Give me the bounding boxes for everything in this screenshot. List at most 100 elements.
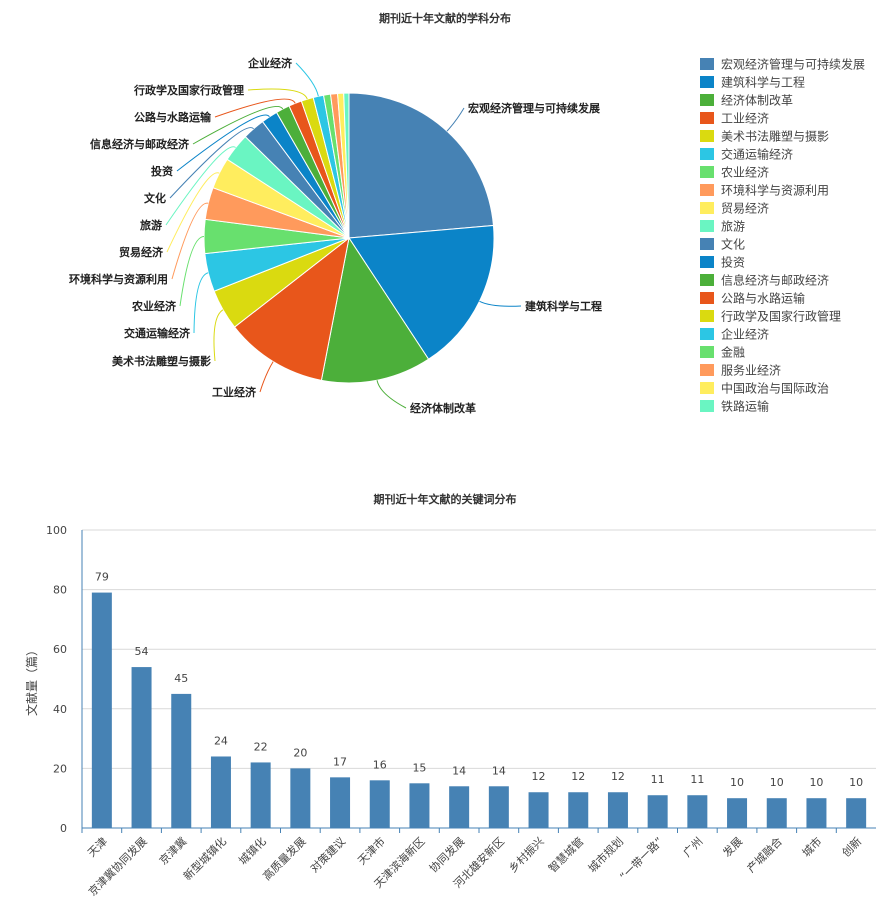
pie-label-经济体制改革: 经济体制改革 bbox=[410, 401, 476, 415]
legend-label: 投资 bbox=[721, 255, 745, 270]
bar-城市规划[interactable] bbox=[607, 792, 628, 828]
x-tick-label: 智慧城管 bbox=[545, 834, 586, 875]
legend-item-贸易经济[interactable]: 贸易经济 bbox=[700, 201, 769, 216]
x-tick-label: 广州 bbox=[681, 835, 706, 860]
bar-城市[interactable] bbox=[806, 798, 827, 828]
pie-leader-line bbox=[171, 202, 209, 280]
legend-swatch bbox=[700, 310, 714, 322]
x-tick-label: 天津 bbox=[85, 835, 110, 860]
legend-swatch bbox=[700, 94, 714, 106]
pie-legend[interactable]: 宏观经济管理与可持续发展建筑科学与工程经济体制改革工业经济美术书法雕塑与摄影交通… bbox=[700, 57, 865, 414]
legend-swatch bbox=[700, 220, 714, 232]
legend-label: 交通运输经济 bbox=[721, 147, 793, 162]
bar-value-label: 20 bbox=[293, 746, 307, 759]
legend-item-农业经济[interactable]: 农业经济 bbox=[700, 165, 769, 180]
legend-item-环境科学与资源利用[interactable]: 环境科学与资源利用 bbox=[700, 183, 829, 198]
legend-swatch bbox=[700, 346, 714, 358]
legend-item-经济体制改革[interactable]: 经济体制改革 bbox=[700, 93, 793, 108]
pie-label-宏观经济管理与可持续发展: 宏观经济管理与可持续发展 bbox=[468, 101, 601, 115]
legend-item-铁路运输[interactable]: 铁路运输 bbox=[700, 399, 769, 414]
legend-item-工业经济[interactable]: 工业经济 bbox=[700, 111, 769, 126]
pie-slice-工业经济[interactable] bbox=[233, 236, 350, 381]
pie-leader-line bbox=[295, 62, 319, 97]
pie-label-美术书法雕塑与摄影: 美术书法雕塑与摄影 bbox=[112, 354, 211, 368]
bar-天津滨海新区[interactable] bbox=[409, 783, 430, 828]
pie-label-贸易经济: 贸易经济 bbox=[119, 245, 164, 259]
x-tick-label: 城市规划 bbox=[585, 834, 626, 875]
bar-智慧城管[interactable] bbox=[568, 792, 589, 828]
pie-label-农业经济: 农业经济 bbox=[131, 299, 177, 313]
legend-item-建筑科学与工程[interactable]: 建筑科学与工程 bbox=[700, 75, 805, 90]
pie-label-环境科学与资源利用: 环境科学与资源利用 bbox=[69, 272, 168, 286]
legend-item-金融[interactable]: 金融 bbox=[700, 345, 745, 360]
legend-swatch bbox=[700, 76, 714, 88]
bar-value-label: 10 bbox=[730, 776, 744, 789]
legend-item-文化[interactable]: 文化 bbox=[700, 237, 745, 252]
legend-swatch bbox=[700, 58, 714, 70]
x-tick-label: 创新 bbox=[839, 834, 864, 859]
y-tick-label: 100 bbox=[46, 524, 67, 537]
pie-leader-line bbox=[446, 107, 465, 132]
y-tick-label: 0 bbox=[60, 822, 67, 835]
legend-swatch bbox=[700, 256, 714, 268]
bar-天津[interactable] bbox=[91, 592, 112, 828]
legend-swatch bbox=[700, 274, 714, 286]
pie-leader-line bbox=[247, 88, 308, 100]
bar-新型城镇化[interactable] bbox=[210, 756, 231, 828]
legend-item-投资[interactable]: 投资 bbox=[700, 255, 745, 270]
x-tick-label: “一带一路” bbox=[617, 835, 665, 883]
bar-天津市[interactable] bbox=[369, 780, 390, 828]
legend-swatch bbox=[700, 400, 714, 412]
pie-label-工业经济: 工业经济 bbox=[212, 385, 257, 399]
bar-value-label: 10 bbox=[849, 776, 863, 789]
legend-swatch bbox=[700, 364, 714, 376]
bar-value-label: 10 bbox=[770, 776, 784, 789]
legend-item-旅游[interactable]: 旅游 bbox=[700, 220, 745, 234]
bar-value-label: 12 bbox=[611, 770, 625, 783]
bar-发展[interactable] bbox=[727, 798, 748, 828]
legend-item-服务业经济[interactable]: 服务业经济 bbox=[700, 363, 781, 378]
bar-创新[interactable] bbox=[846, 798, 867, 828]
bar-乡村振兴[interactable] bbox=[528, 792, 549, 828]
y-tick-label: 80 bbox=[53, 584, 67, 597]
bar-京津冀[interactable] bbox=[171, 693, 192, 828]
legend-label: 建筑科学与工程 bbox=[721, 75, 805, 90]
legend-item-行政学及国家行政管理[interactable]: 行政学及国家行政管理 bbox=[700, 309, 841, 324]
bar-一带一路[interactable] bbox=[647, 795, 668, 828]
legend-item-交通运输经济[interactable]: 交通运输经济 bbox=[700, 147, 793, 162]
bar-对策建议[interactable] bbox=[330, 777, 351, 828]
bar-广州[interactable] bbox=[687, 795, 708, 828]
bar-高质量发展[interactable] bbox=[290, 768, 311, 828]
pie-leader-line bbox=[259, 361, 274, 393]
bar-河北雄安新区[interactable] bbox=[488, 786, 509, 828]
legend-item-中国政治与国际政治[interactable]: 中国政治与国际政治 bbox=[700, 381, 829, 396]
legend-item-公路与水路运输[interactable]: 公路与水路运输 bbox=[700, 291, 805, 306]
bar-value-label: 16 bbox=[373, 758, 387, 771]
pie-leader-line bbox=[165, 146, 236, 226]
legend-item-企业经济[interactable]: 企业经济 bbox=[700, 327, 769, 342]
bar-城镇化[interactable] bbox=[250, 762, 271, 828]
x-tick-label: 天津市 bbox=[355, 834, 388, 867]
bar-产城融合[interactable] bbox=[766, 798, 787, 828]
bar-京津冀协同发展[interactable] bbox=[131, 667, 152, 828]
legend-label: 经济体制改革 bbox=[721, 93, 793, 108]
legend-swatch bbox=[700, 238, 714, 250]
pie-slice-铁路运输[interactable] bbox=[343, 92, 350, 239]
pie-leader-line bbox=[376, 380, 407, 409]
legend-item-信息经济与邮政经济[interactable]: 信息经济与邮政经济 bbox=[700, 273, 829, 288]
bar-value-label: 10 bbox=[809, 776, 823, 789]
bar-value-label: 45 bbox=[174, 672, 188, 685]
pie-leader-line bbox=[166, 172, 220, 253]
x-tick-label: 城市 bbox=[799, 834, 824, 859]
bar-协同发展[interactable] bbox=[449, 786, 470, 828]
legend-label: 行政学及国家行政管理 bbox=[721, 309, 841, 324]
legend-label: 宏观经济管理与可持续发展 bbox=[721, 57, 865, 72]
pie-leader-line bbox=[479, 300, 522, 307]
legend-swatch bbox=[700, 148, 714, 160]
legend-label: 农业经济 bbox=[721, 165, 769, 180]
bar-value-label: 14 bbox=[452, 764, 466, 777]
bar-y-axis-label: 文献量（篇） bbox=[24, 644, 39, 716]
pie-leader-line bbox=[193, 272, 209, 334]
legend-item-宏观经济管理与可持续发展[interactable]: 宏观经济管理与可持续发展 bbox=[700, 57, 865, 72]
legend-item-美术书法雕塑与摄影[interactable]: 美术书法雕塑与摄影 bbox=[700, 129, 829, 144]
